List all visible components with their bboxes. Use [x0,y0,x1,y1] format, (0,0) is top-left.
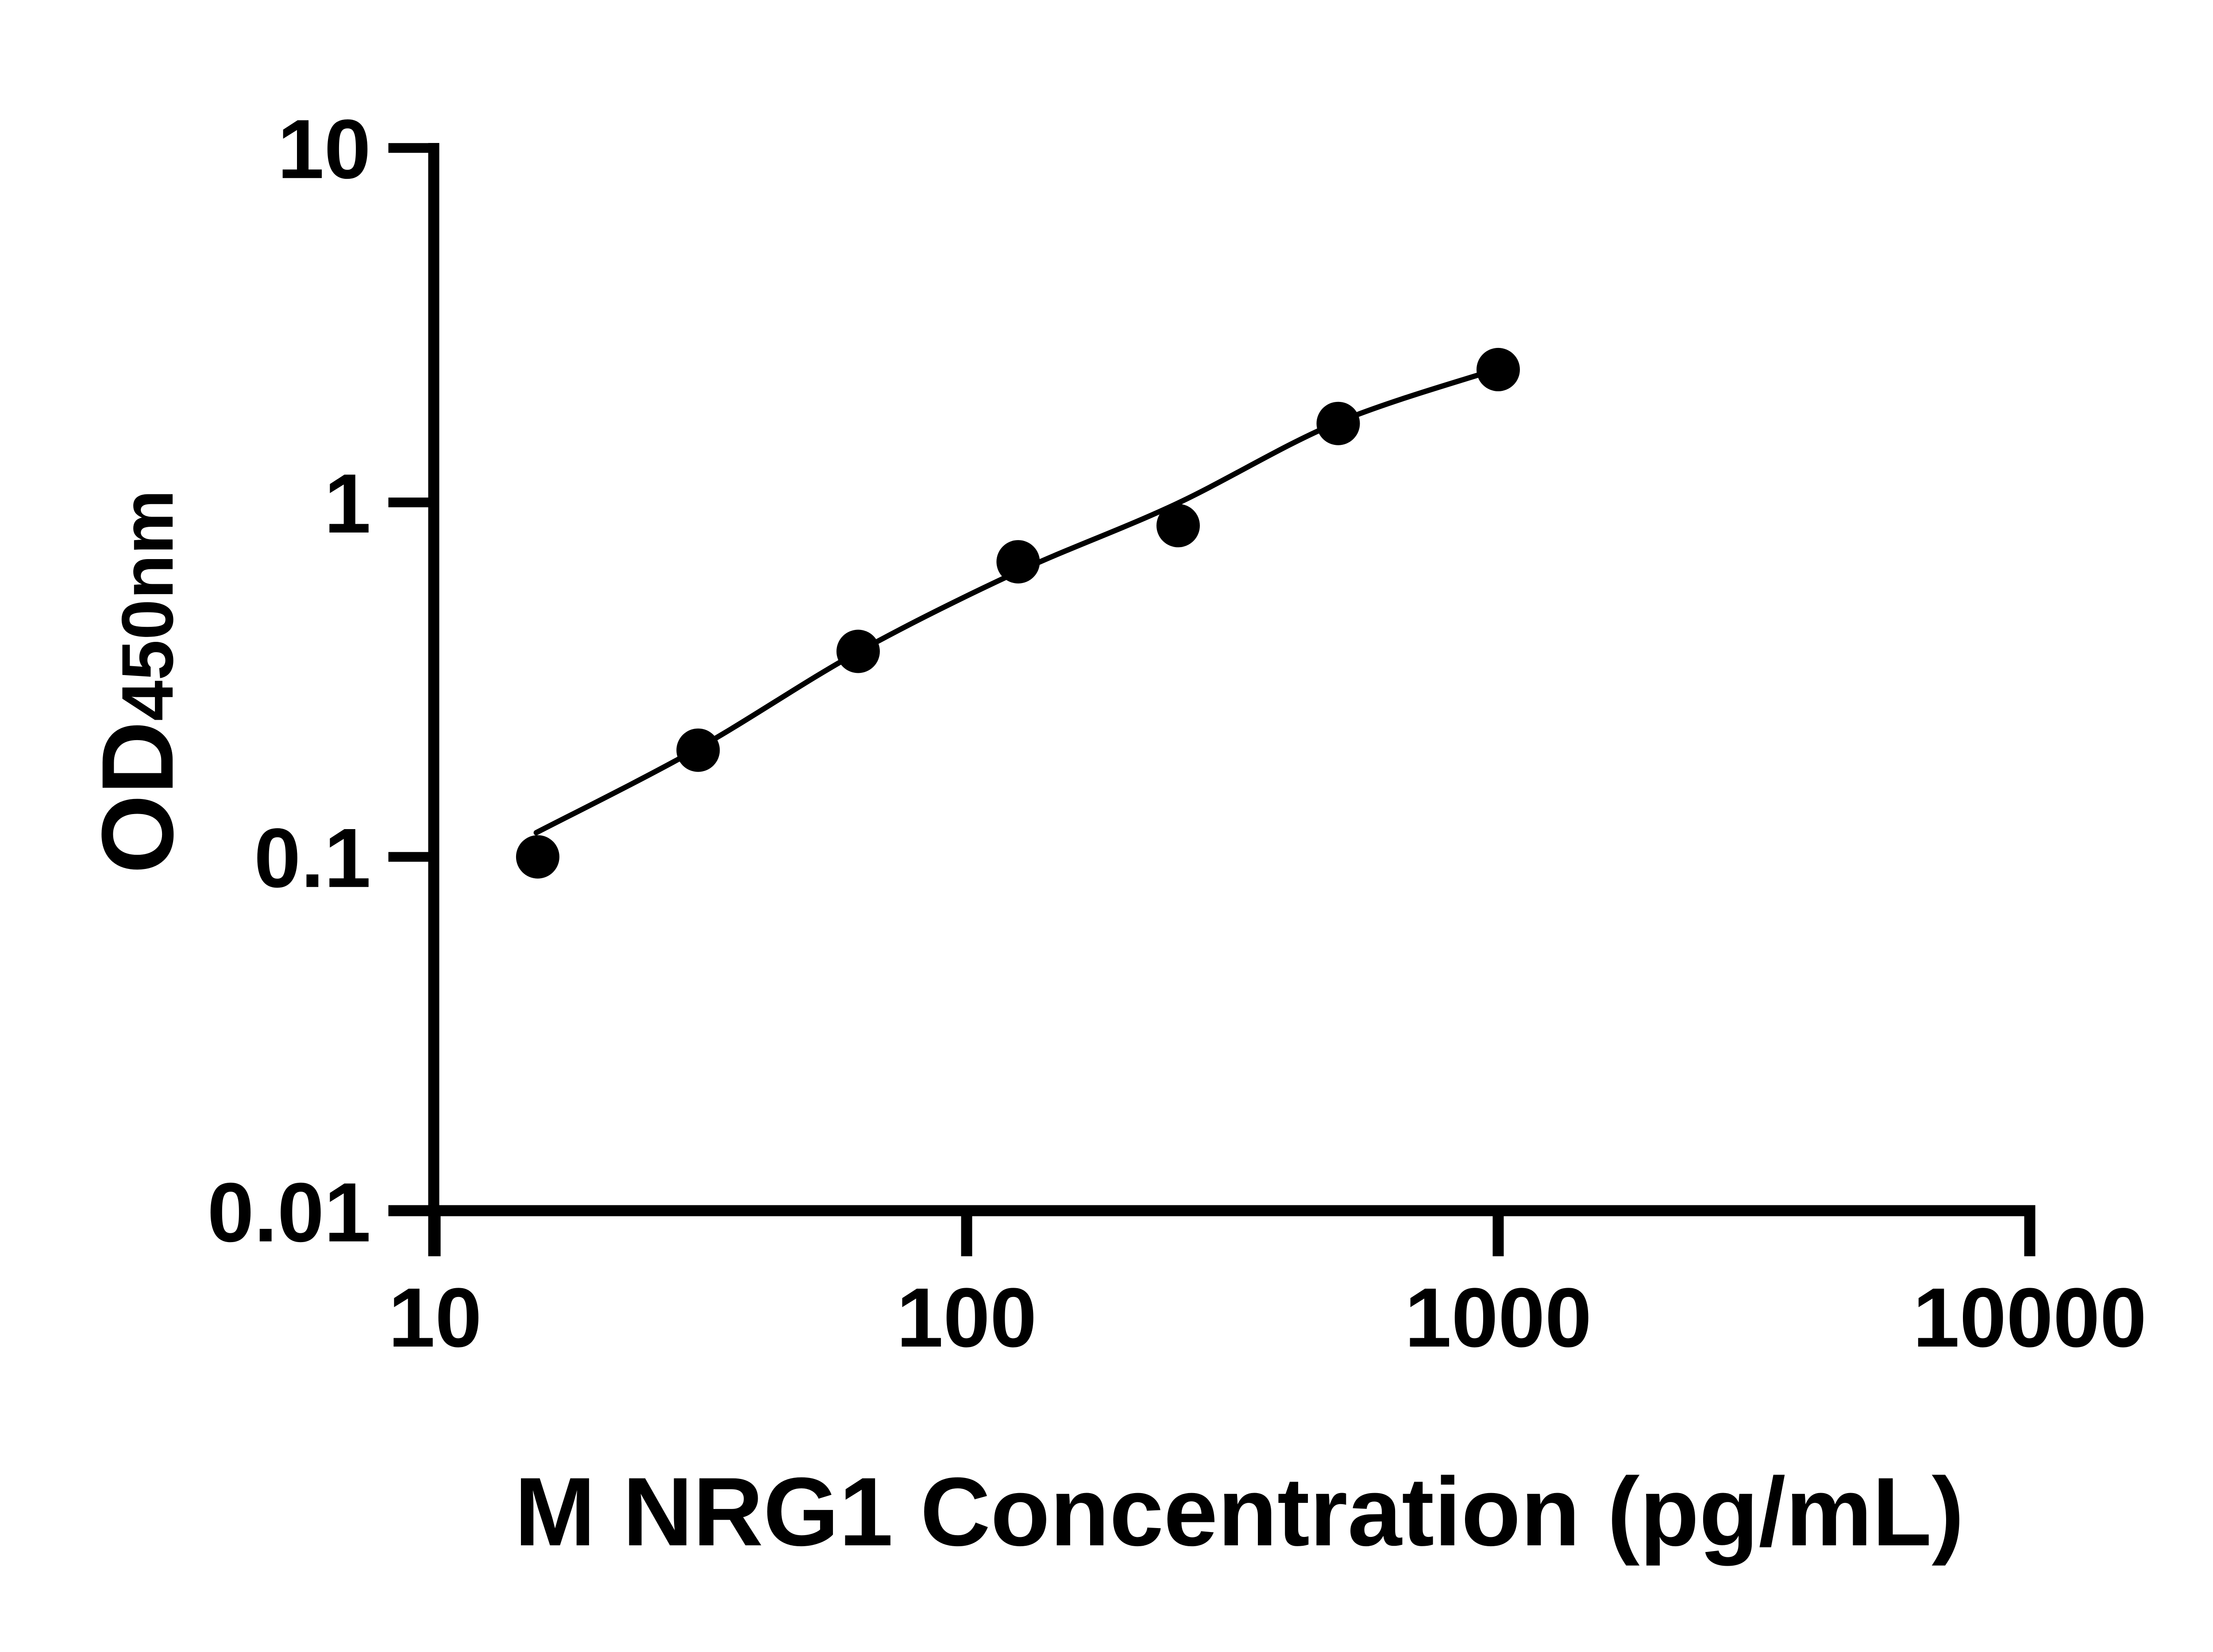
x-tick-label: 10000 [1913,1271,2147,1365]
data-points-layer [516,347,1520,879]
y-tick-label: 1 [324,457,371,551]
y-tick-label: 0.01 [207,1166,371,1259]
ticks-layer [388,143,2036,1256]
x-tick-label: 1000 [1405,1271,1592,1365]
y-axis-title-sub: 450nm [107,490,188,721]
x-tick-label: 100 [896,1271,1037,1365]
data-point-marker [676,728,720,772]
data-point-marker [836,629,880,673]
data-point-marker [1316,401,1360,445]
data-point-marker [516,835,559,879]
y-tick-label: 0.1 [254,811,371,905]
y-axis-title: OD450nm [81,490,194,874]
x-axis-title: M NRG1 Concentration (pg/mL) [514,1457,1964,1566]
data-point-marker [1156,504,1200,548]
y-tick-label: 10 [278,102,371,196]
x-tick-label: 10 [388,1271,482,1365]
axes-layer [388,143,2036,1256]
data-point-marker [1477,347,1520,391]
y-axis-title-main: OD [81,721,194,874]
data-point-marker [996,540,1040,584]
